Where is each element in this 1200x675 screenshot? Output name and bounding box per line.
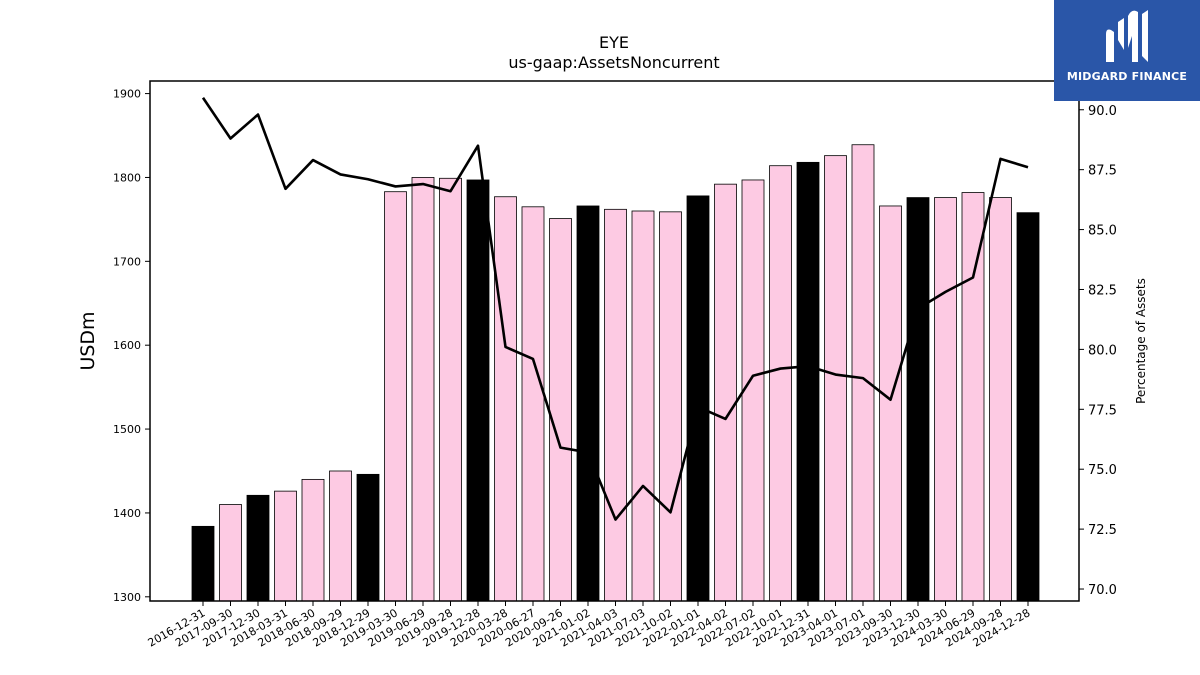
y-tick-label: 1300 [113,591,141,604]
y2-tick-label: 72.5 [1088,523,1117,538]
bar-series [191,144,1040,602]
plot-frame [149,80,1080,602]
bar-2022-12-31 [796,161,820,602]
bar-2022-07-02 [741,179,765,602]
bar-2021-04-03 [604,208,627,602]
bar-2023-12-30 [906,197,930,602]
bar-2020-06-27 [521,206,545,602]
bar-2024-09-28 [989,197,1012,602]
bar-2021-10-02 [659,211,682,602]
bar-2023-07-01 [851,144,875,602]
y-axis-left: 1300 1400 1500 1600 1700 1800 1900 [113,88,150,604]
bar-2018-09-29 [329,470,352,602]
logo-text: MIDGARD FINANCE [1066,70,1188,83]
bar-2018-12-29 [356,473,380,602]
midgard-logo-icon [1106,10,1148,63]
y2-axis-label: Percentage of Assets [1134,278,1148,404]
bar-2019-03-30 [384,191,407,602]
bar-2022-04-02 [714,183,737,602]
y2-tick-label: 87.5 [1088,164,1117,179]
bar-2021-01-02 [576,205,600,602]
brand-logo: MIDGARD FINANCE [1054,0,1200,101]
bar-2023-04-01 [824,155,847,602]
bar-2020-03-28 [494,196,517,602]
bar-2022-01-01 [686,195,710,602]
y2-tick-label: 80.0 [1088,343,1117,358]
bar-2024-03-30 [934,197,957,602]
chart-subtitle: us-gaap:AssetsNoncurrent [508,53,719,72]
y-axis-label: USDm [77,311,99,370]
y-axis-right: 70.0 72.5 75.0 77.5 80.0 82.5 85.0 87.5 90.0 [1079,104,1117,598]
x-axis: 2016-12-312017-09-302017-12-302018-03-31… [146,601,1033,650]
bar-2020-09-26 [549,218,572,602]
bar-2019-06-29 [411,177,435,602]
y2-tick-label: 75.0 [1088,463,1117,478]
line-series [201,97,1029,521]
bar-2016-12-31 [191,525,215,602]
bar-2024-12-28 [1016,212,1040,602]
y-tick-label: 1900 [113,88,141,101]
y2-tick-label: 90.0 [1088,104,1117,119]
chart-title: EYE [599,33,629,52]
bar-2021-07-03 [631,210,655,602]
bar-2017-09-30 [219,504,242,602]
percentage-line [201,97,1029,521]
y-tick-label: 1700 [113,255,141,268]
y2-tick-label: 85.0 [1088,224,1117,239]
bar-2018-06-30 [301,478,325,602]
y-tick-label: 1800 [113,171,141,184]
y-tick-label: 1500 [113,423,141,436]
bar-2019-12-28 [466,179,490,602]
bar-2023-09-30 [879,205,902,602]
y-tick-label: 1400 [113,507,141,520]
y-tick-label: 1600 [113,339,141,352]
bar-2024-06-29 [961,192,985,602]
y2-tick-label: 77.5 [1088,403,1117,418]
y2-tick-label: 82.5 [1088,283,1117,298]
y2-tick-label: 70.0 [1088,583,1117,598]
bar-2018-03-31 [274,490,297,602]
bar-2017-12-30 [246,494,270,602]
bar-2019-09-28 [439,177,462,602]
bar-2022-10-01 [769,165,792,602]
